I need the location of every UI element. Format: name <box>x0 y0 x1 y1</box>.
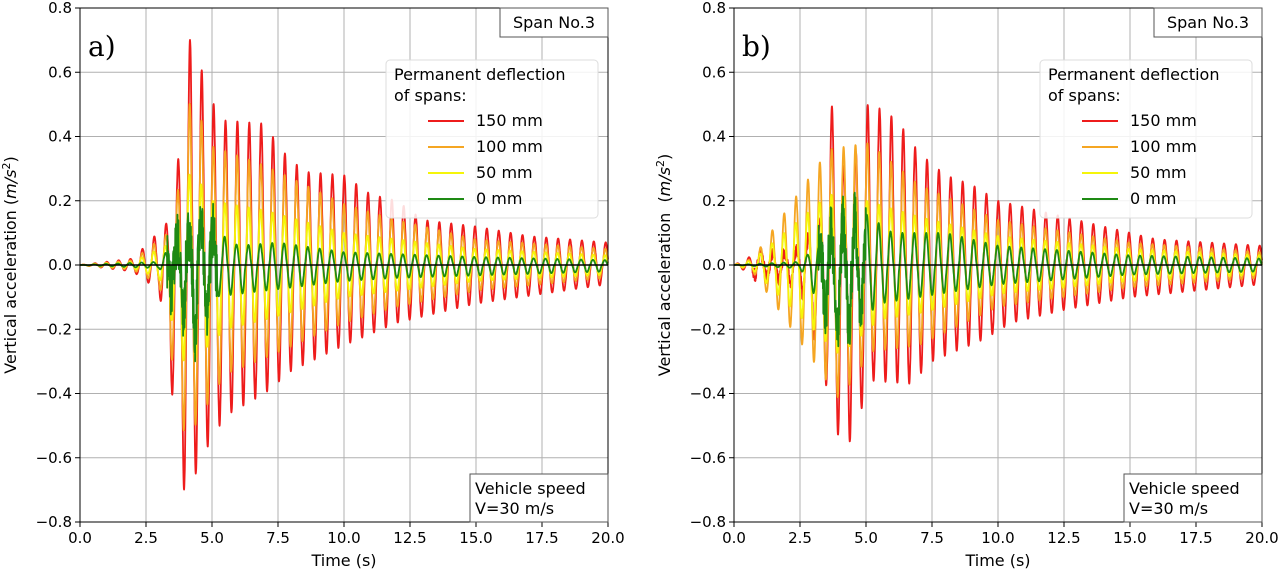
legend-entry: 0 mm <box>1130 189 1176 208</box>
legend-title: of spans: <box>394 86 467 105</box>
x-tick-label: 20.0 <box>591 529 624 547</box>
x-tick-label: 12.5 <box>393 529 426 547</box>
y-axis-label: Vertical acceleration (m/s2) <box>654 154 675 377</box>
x-tick-label: 17.5 <box>525 529 558 547</box>
x-tick-label: 15.0 <box>459 529 492 547</box>
x-axis-label: Time (s) <box>310 551 376 570</box>
speed-box <box>1123 473 1263 523</box>
y-tick-label: 0.2 <box>48 192 72 210</box>
y-tick-label: −0.2 <box>36 320 72 338</box>
y-tick-label: 0.4 <box>48 128 72 146</box>
speed-label: Vehicle speed <box>1129 479 1240 498</box>
x-tick-label: 0.0 <box>68 529 92 547</box>
legend-entry: 150 mm <box>476 111 543 130</box>
y-tick-label: 0.6 <box>48 63 72 81</box>
y-axis-label-part: Vertical acceleration ( <box>655 196 674 376</box>
x-tick-label: 7.5 <box>920 529 944 547</box>
speed-box <box>469 473 609 523</box>
series-line-0mm <box>733 191 1263 348</box>
chart-panel-b: 0.0 2.5 5.0 7.5 10.0 12.5 15.0 17.5 20.00.80.60.… <box>654 0 1279 570</box>
y-axis-label-part: 2 <box>654 160 667 167</box>
y-tick-label: −0.6 <box>690 449 726 467</box>
y-axis-label-part: Vertical acceleration ( <box>1 199 20 374</box>
y-axis-label-part: m/s <box>655 167 674 196</box>
x-tick-label: 5.0 <box>200 529 224 547</box>
y-tick-label: −0.4 <box>36 385 72 403</box>
x-tick-label: 17.5 <box>1179 529 1212 547</box>
plot-frame <box>79 7 609 523</box>
legend-title: Permanent deflection <box>1048 65 1219 84</box>
speed-value: V=30 m/s <box>475 499 554 518</box>
span-label: Span No.3 <box>513 13 595 32</box>
y-axis-label-part: m/s <box>1 170 20 199</box>
y-tick-label: −0.4 <box>690 385 726 403</box>
y-tick-label: 0.8 <box>48 0 72 17</box>
y-tick-label: 0.6 <box>702 63 726 81</box>
y-tick-label: 0.0 <box>702 256 726 274</box>
span-box <box>1153 7 1263 38</box>
x-tick-label: 7.5 <box>266 529 290 547</box>
speed-label: Vehicle speed <box>475 479 586 498</box>
y-axis-label: Vertical acceleration (m/s2) <box>0 156 20 373</box>
legend-entry: 150 mm <box>1130 111 1197 130</box>
y-axis-label-part: ) <box>1 156 20 162</box>
panel-label: a) <box>88 30 116 63</box>
legend-entry: 50 mm <box>476 163 533 182</box>
y-tick-label: 0.2 <box>702 192 726 210</box>
panel-label: b) <box>742 30 771 63</box>
span-label: Span No.3 <box>1167 13 1249 32</box>
span-box <box>499 7 609 38</box>
y-tick-label: 0.4 <box>702 128 726 146</box>
legend-entry: 100 mm <box>1130 137 1197 156</box>
legend-box <box>1039 59 1253 219</box>
x-axis-label: Time (s) <box>964 551 1030 570</box>
y-axis-label-part: ) <box>655 154 674 160</box>
legend-entry: 50 mm <box>1130 163 1187 182</box>
y-tick-label: 0.0 <box>48 256 72 274</box>
x-tick-label: 2.5 <box>788 529 812 547</box>
x-tick-label: 0.0 <box>722 529 746 547</box>
x-tick-label: 10.0 <box>327 529 360 547</box>
x-tick-label: 12.5 <box>1047 529 1080 547</box>
legend-title: of spans: <box>1048 86 1121 105</box>
series-line-0mm <box>79 202 609 363</box>
legend-entry: 0 mm <box>476 189 522 208</box>
speed-value: V=30 m/s <box>1129 499 1208 518</box>
y-axis-label-part: 2 <box>0 163 13 170</box>
y-tick-label: −0.6 <box>36 449 72 467</box>
x-tick-label: 15.0 <box>1113 529 1146 547</box>
y-tick-label: −0.2 <box>690 320 726 338</box>
y-tick-label: −0.8 <box>36 513 72 531</box>
y-tick-label: −0.8 <box>690 513 726 531</box>
plot-frame <box>733 7 1263 523</box>
x-tick-label: 2.5 <box>134 529 158 547</box>
chart-panel-a: 0.0 2.5 5.0 7.5 10.0 12.5 15.0 17.5 20.00.80.60.… <box>0 0 625 570</box>
y-tick-label: 0.8 <box>702 0 726 17</box>
x-tick-label: 5.0 <box>854 529 878 547</box>
legend-box <box>385 59 599 219</box>
legend-entry: 100 mm <box>476 137 543 156</box>
x-tick-label: 20.0 <box>1245 529 1278 547</box>
x-tick-label: 10.0 <box>981 529 1014 547</box>
legend-title: Permanent deflection <box>394 65 565 84</box>
